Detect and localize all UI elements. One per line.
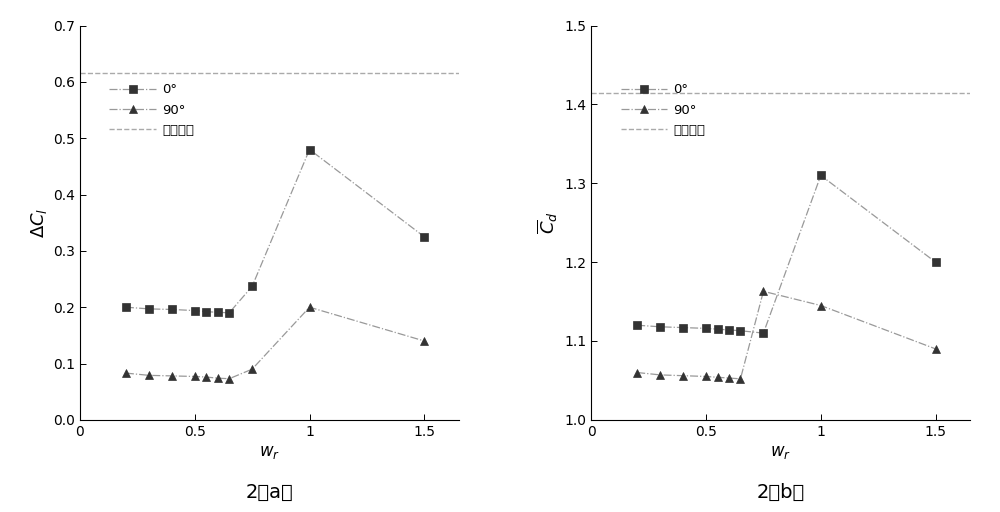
90° <box>734 376 746 382</box>
0° <box>930 259 942 265</box>
Text: 2（b）: 2（b） <box>757 483 805 502</box>
90° <box>143 372 155 378</box>
单个圆柱 <box>815 90 827 96</box>
0° <box>120 304 132 310</box>
单个圆柱 <box>585 90 597 96</box>
90° <box>200 374 212 380</box>
90° <box>166 373 178 379</box>
单个圆柱 <box>304 71 316 77</box>
90° <box>189 373 201 379</box>
0° <box>723 327 735 333</box>
0° <box>304 146 316 153</box>
90° <box>120 370 132 376</box>
Line: 0°: 0° <box>122 146 428 316</box>
90° <box>723 375 735 381</box>
Line: 90°: 90° <box>122 303 428 383</box>
90° <box>815 303 827 309</box>
0° <box>815 173 827 179</box>
Y-axis label: $\Delta C_l$: $\Delta C_l$ <box>29 207 49 238</box>
0° <box>212 309 224 315</box>
0° <box>757 330 769 336</box>
Line: 0°: 0° <box>633 172 939 337</box>
90° <box>712 374 724 380</box>
0° <box>189 308 201 314</box>
90° <box>212 375 224 381</box>
Legend: 0°, 90°, 单个圆柱: 0°, 90°, 单个圆柱 <box>106 79 198 141</box>
Y-axis label: $\overline{C}_d$: $\overline{C}_d$ <box>536 211 560 234</box>
90° <box>418 338 430 344</box>
90° <box>246 366 258 372</box>
90° <box>677 373 689 379</box>
90° <box>700 373 712 379</box>
X-axis label: $w_r$: $w_r$ <box>770 443 791 461</box>
0° <box>712 326 724 332</box>
90° <box>223 376 235 382</box>
0° <box>143 306 155 312</box>
0° <box>166 306 178 312</box>
0° <box>677 325 689 331</box>
90° <box>654 372 666 378</box>
Legend: 0°, 90°, 单个圆柱: 0°, 90°, 单个圆柱 <box>617 79 710 141</box>
90° <box>757 288 769 294</box>
0° <box>418 233 430 240</box>
90° <box>930 346 942 352</box>
Line: 90°: 90° <box>633 287 940 383</box>
0° <box>223 310 235 316</box>
0° <box>734 328 746 334</box>
0° <box>631 322 643 328</box>
0° <box>700 325 712 331</box>
0° <box>654 324 666 330</box>
X-axis label: $w_r$: $w_r$ <box>259 443 280 461</box>
90° <box>631 370 643 376</box>
Text: 2（a）: 2（a） <box>245 483 293 502</box>
0° <box>246 283 258 289</box>
0° <box>200 309 212 315</box>
单个圆柱 <box>74 71 86 77</box>
90° <box>304 304 316 310</box>
